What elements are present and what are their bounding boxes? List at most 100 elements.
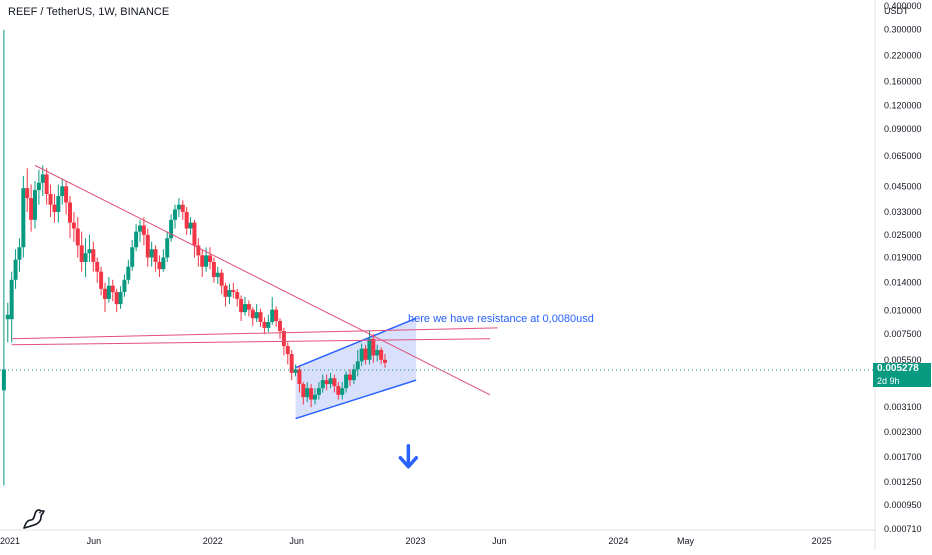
channel-lower-line xyxy=(295,379,417,420)
candle-body xyxy=(192,222,197,246)
candle-body xyxy=(235,292,240,299)
candle-body xyxy=(285,346,290,355)
candle-body xyxy=(316,388,321,395)
candle-body xyxy=(196,245,201,256)
candle-body xyxy=(309,388,314,400)
trendline xyxy=(11,327,498,340)
candle-body xyxy=(157,261,162,270)
time-tick-label: Jun xyxy=(87,536,102,546)
candle-body xyxy=(293,369,298,373)
candle-body xyxy=(138,225,142,232)
candle-body xyxy=(348,374,352,381)
price-tick-label: 0.019000 xyxy=(884,252,922,262)
candle-body xyxy=(367,338,372,360)
candle-body xyxy=(258,312,263,322)
candle-body xyxy=(371,338,376,356)
candle-body xyxy=(281,330,286,347)
bar-countdown: 2d 9h xyxy=(877,376,900,386)
candles-layer xyxy=(1,29,387,486)
candle-body xyxy=(130,247,135,267)
candle-body xyxy=(110,285,115,293)
candle-body xyxy=(223,285,228,297)
candle-body xyxy=(5,314,10,320)
price-axis[interactable]: 0.400000 0.300000 0.220000 0.160000 0.120000… xyxy=(884,1,922,534)
candle-body xyxy=(204,255,209,267)
currency-label: USDT xyxy=(884,6,909,16)
candle-body xyxy=(79,245,84,262)
candle-body xyxy=(278,321,282,331)
candle-body xyxy=(83,253,88,262)
candle-body xyxy=(270,309,275,322)
candle-body xyxy=(250,309,255,319)
candle-body xyxy=(180,204,185,212)
candle-body xyxy=(114,292,119,305)
time-tick-label: 2021 xyxy=(0,536,20,546)
price-tick-label: 0.014000 xyxy=(884,278,922,288)
candle-body xyxy=(165,238,170,258)
price-tick-label: 0.001700 xyxy=(884,452,922,462)
candle-body xyxy=(75,228,80,246)
price-tick-label: 0.045000 xyxy=(884,181,922,191)
candle-body xyxy=(211,261,216,278)
candle-body xyxy=(48,194,53,205)
candle-body xyxy=(336,386,341,395)
candle-body xyxy=(118,292,123,305)
price-tick-label: 0.300000 xyxy=(884,25,922,35)
time-tick-label: May xyxy=(677,536,695,546)
candle-body xyxy=(153,249,158,262)
tradingview-logo-icon[interactable] xyxy=(22,508,48,530)
candle-body xyxy=(141,225,146,235)
candle-body xyxy=(17,247,22,260)
candle-body xyxy=(40,174,45,183)
candle-body xyxy=(375,349,380,356)
candle-body xyxy=(332,378,337,387)
candle-body xyxy=(184,211,189,229)
candle-body xyxy=(215,272,220,278)
price-tick-label: 0.000950 xyxy=(884,500,922,510)
candle-body xyxy=(9,279,14,320)
candle-body xyxy=(219,272,224,286)
candle-body xyxy=(68,202,72,223)
candle-body xyxy=(351,369,356,381)
price-tick-label: 0.007500 xyxy=(884,329,922,339)
candle-body xyxy=(145,234,150,258)
candle-body xyxy=(246,304,251,310)
last-price-value: 0.005278 xyxy=(877,363,919,374)
trendline xyxy=(11,338,491,346)
price-tick-label: 0.090000 xyxy=(884,124,922,134)
price-tick-label: 0.220000 xyxy=(884,50,922,60)
price-tick-label: 0.001250 xyxy=(884,477,922,487)
candle-body xyxy=(379,349,384,360)
resistance-annotation[interactable]: here we have resistance at 0,0080usd xyxy=(408,313,594,325)
candle-body xyxy=(95,261,100,272)
candle-body xyxy=(289,354,294,373)
candle-body xyxy=(103,288,107,299)
candle-body xyxy=(239,298,244,313)
channel-upper-line xyxy=(295,317,417,369)
candle-body xyxy=(227,290,232,297)
candle-body xyxy=(176,204,181,210)
price-tick-label: 0.025000 xyxy=(884,230,922,240)
candle-body xyxy=(64,186,69,203)
time-axis[interactable]: 2021 Jun 2022 Jun 2023 Jun 2024 May 2025 xyxy=(0,536,832,546)
candle-body xyxy=(91,249,96,262)
candle-body xyxy=(106,285,111,299)
candle-body xyxy=(266,321,271,328)
candle-body xyxy=(305,388,310,398)
trendline xyxy=(34,164,491,396)
candle-body xyxy=(13,259,18,280)
symbol-title[interactable]: REEF / TetherUS, 1W, BINANCE xyxy=(8,6,170,18)
price-tick-label: 0.400000 xyxy=(884,1,922,11)
price-tick-label: 0.120000 xyxy=(884,100,922,110)
candle-body xyxy=(363,348,368,360)
candle-body xyxy=(274,309,279,322)
time-tick-label: Jun xyxy=(492,536,507,546)
candle-body xyxy=(320,380,325,389)
candle-body xyxy=(87,249,92,254)
candle-body xyxy=(355,361,360,370)
price-tick-label: 0.033000 xyxy=(884,207,922,217)
price-tick-label: 0.010000 xyxy=(884,305,922,315)
candle-body xyxy=(344,374,349,389)
